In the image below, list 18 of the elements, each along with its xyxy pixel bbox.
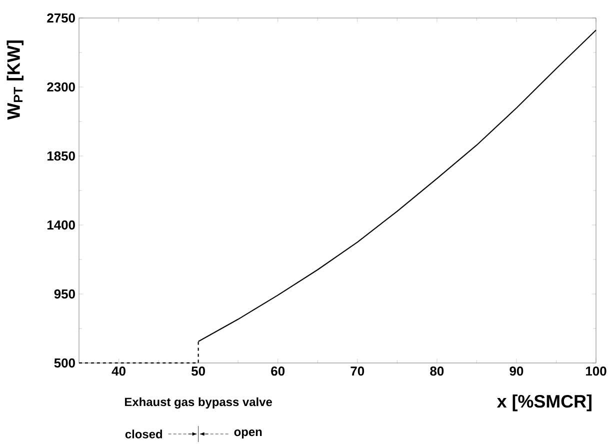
y-tick-label: 950 xyxy=(54,289,75,299)
x-tick-label: 70 xyxy=(350,366,364,376)
y-tick-label: 1400 xyxy=(47,220,75,230)
x-tick-label: 60 xyxy=(271,366,285,376)
y-tick-label: 500 xyxy=(54,358,75,368)
text: open xyxy=(234,430,262,438)
x-axis-title: x [%SMCR] xyxy=(496,394,592,412)
x-tick-label: 80 xyxy=(430,366,444,376)
y-tick-label: 2300 xyxy=(47,82,75,92)
x-tick-label: 100 xyxy=(586,366,606,376)
y-tick-label: 2750 xyxy=(47,13,75,23)
x-tick-label: 90 xyxy=(510,366,524,376)
y-tick-label: 1850 xyxy=(47,151,75,161)
text: Exhaust gas bypass valve xyxy=(125,397,272,409)
y-axis-title: W$_{PT}$ [KW] xyxy=(6,40,24,120)
text: closed xyxy=(125,430,162,438)
x-tick-label: 40 xyxy=(112,366,126,376)
x-tick-label: 50 xyxy=(192,366,205,376)
